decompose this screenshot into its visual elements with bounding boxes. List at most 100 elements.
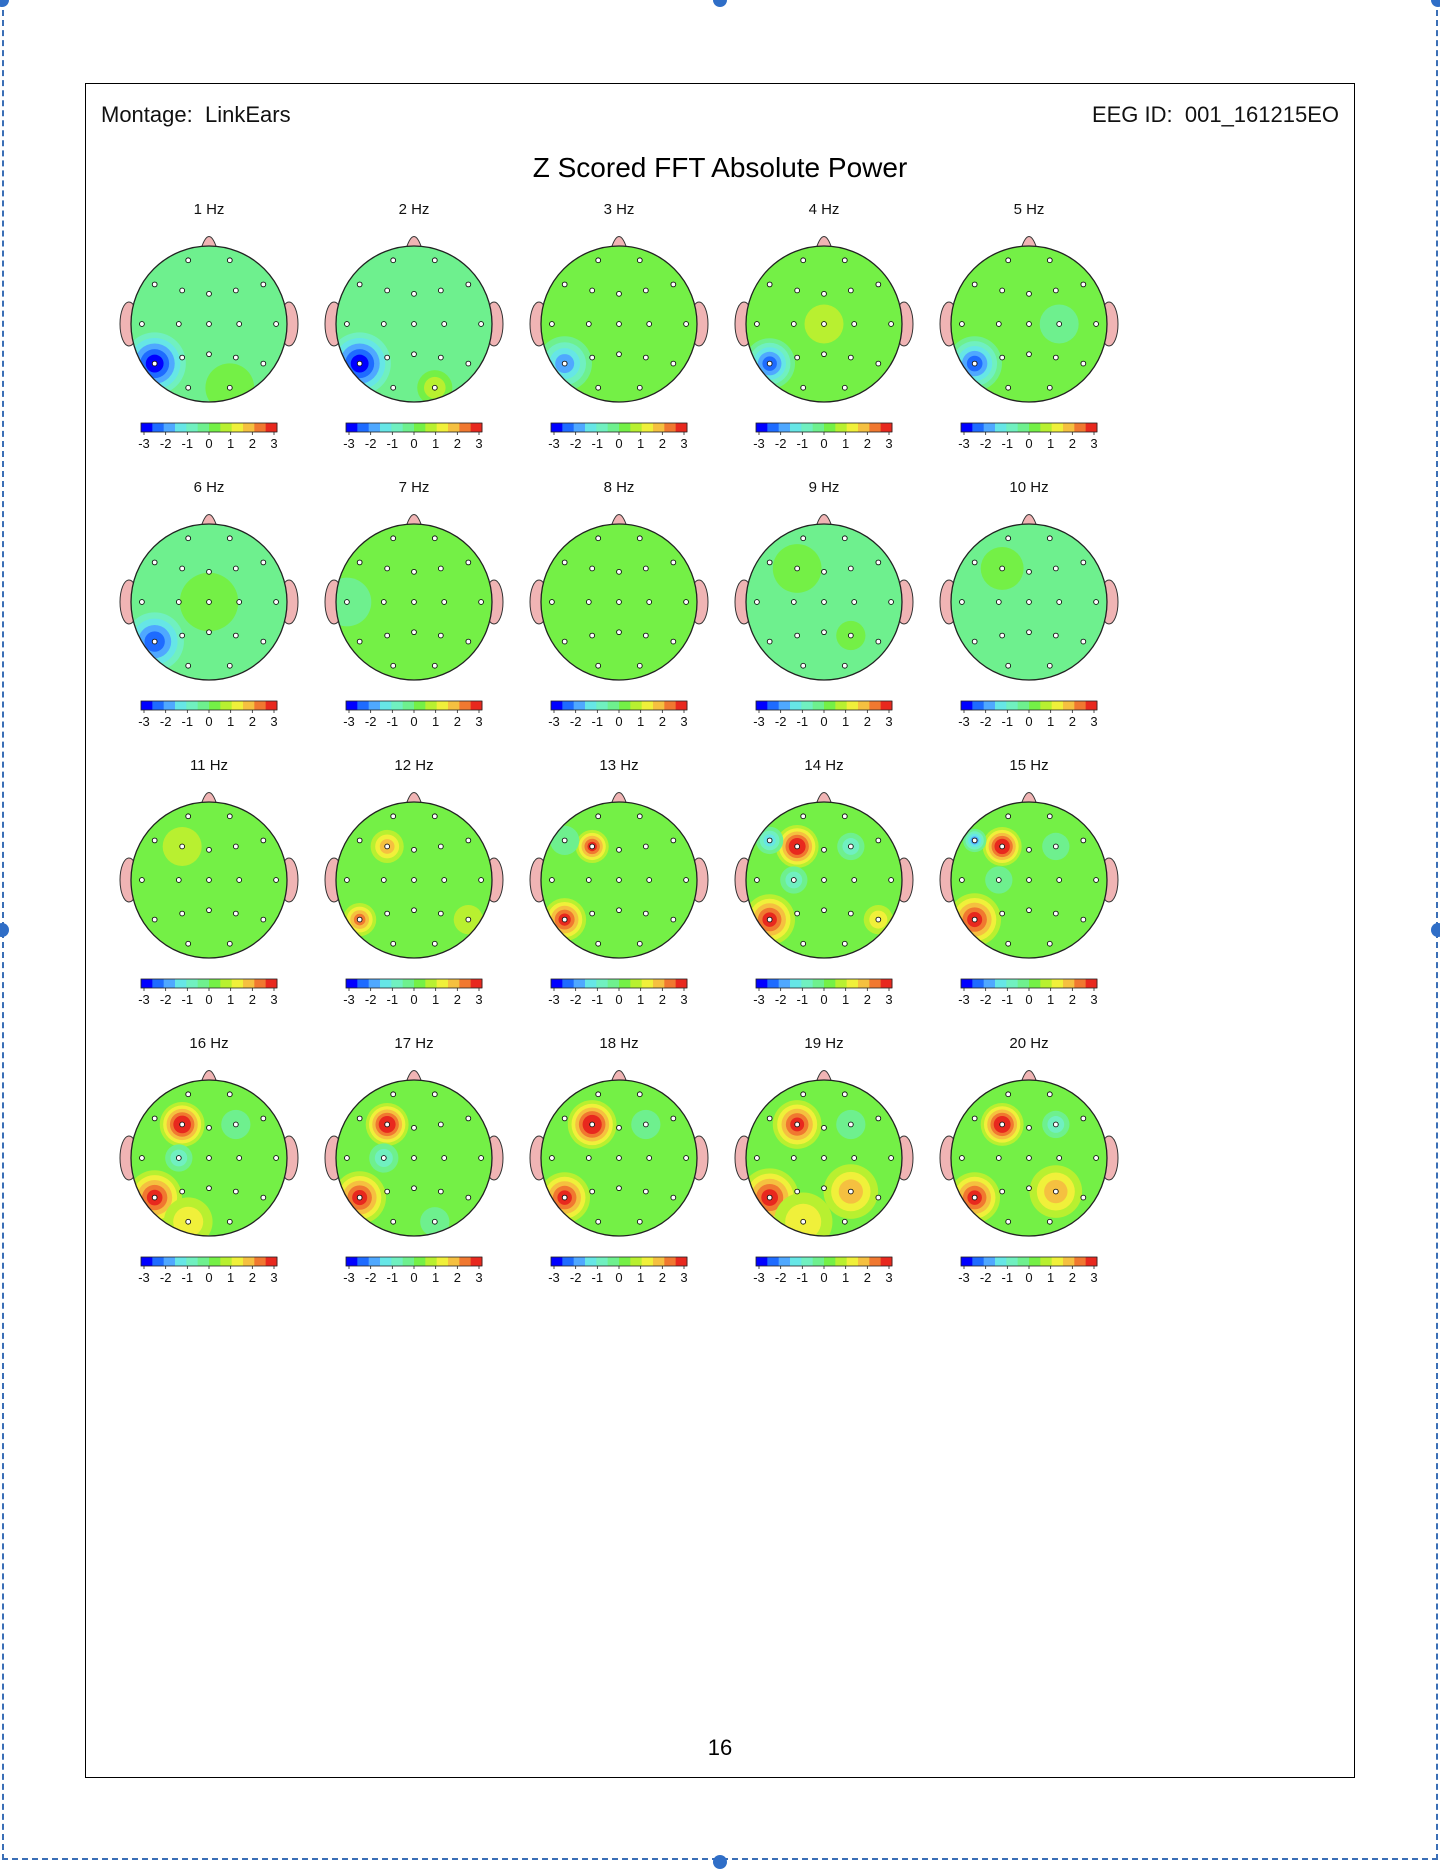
electrode-dot — [151, 1115, 158, 1122]
colorbar-tick-label: 3 — [475, 714, 482, 729]
colorbar-segment — [983, 1257, 996, 1266]
electrode-dot — [766, 1194, 773, 1201]
colorbar-segment — [619, 423, 631, 432]
colorbar-segment — [585, 423, 597, 432]
colorbar-tick-label: 0 — [615, 1270, 622, 1285]
head-outline — [335, 801, 493, 959]
electrode-dot — [179, 354, 186, 361]
electrode-dot — [670, 360, 677, 367]
electrode-dot — [616, 290, 622, 297]
electrode-dot — [411, 351, 417, 358]
electrode-dot — [821, 629, 827, 636]
colorbar-tick-label: 2 — [454, 1270, 461, 1285]
electrode-dot — [206, 846, 212, 853]
electrode-dot — [821, 321, 827, 327]
electrode-dot — [595, 1218, 602, 1225]
colorbar-segment — [1006, 979, 1019, 988]
electrode-dot — [185, 257, 192, 264]
colorbar-tick-label: 0 — [615, 436, 622, 451]
colorbar-tick-label: -2 — [570, 714, 582, 729]
electrode-dot — [465, 559, 472, 566]
colorbar-tick-label: -3 — [958, 992, 970, 1007]
electrode-dot — [616, 599, 622, 605]
electrode-dot — [232, 632, 239, 639]
electrode-dot — [226, 940, 233, 947]
colorbar-tick-label: 1 — [842, 992, 849, 1007]
electrode-dot — [175, 1155, 182, 1161]
head-outline — [335, 523, 493, 681]
colorbar-segment — [983, 701, 996, 710]
colorbar-segment — [357, 1257, 370, 1266]
electrode-dot — [1005, 940, 1012, 947]
colorbar-segment — [995, 423, 1007, 432]
electrode-dot — [390, 1218, 397, 1225]
electrode-dot — [384, 1121, 391, 1128]
colorbar-segment — [346, 423, 358, 432]
colorbar-segment — [596, 423, 609, 432]
electrode-dot — [589, 354, 596, 361]
colorbar-tick-label: -2 — [160, 714, 172, 729]
colorbar-segment — [1006, 701, 1019, 710]
electrode-dot — [794, 632, 801, 639]
resize-handle-right[interactable] — [1431, 923, 1440, 937]
resize-handle-top-right[interactable] — [1431, 0, 1440, 7]
colorbar-tick-label: 0 — [820, 436, 827, 451]
colorbar-segment — [596, 1257, 609, 1266]
topomap: 18 Hz -3 -2 -1 0 1 2 3 — [529, 1035, 709, 1285]
topomap: 20 Hz -3 -2 -1 0 1 2 3 — [939, 1035, 1119, 1285]
colorbar-segment — [414, 1257, 426, 1266]
electrode-dot — [260, 837, 267, 844]
resize-handle-top-left[interactable] — [0, 0, 9, 7]
colorbar-segment — [448, 1257, 460, 1266]
electrode-dot — [616, 877, 622, 883]
electrode-dot — [273, 599, 279, 605]
electrode-dot — [683, 321, 689, 327]
colorbar-segment — [1085, 423, 1098, 432]
colorbar-tick-label: 2 — [249, 992, 256, 1007]
electrode-dot — [616, 1124, 622, 1131]
electrode-dot — [971, 916, 978, 923]
colorbar-tick-label: -1 — [592, 436, 604, 451]
colorbar-segment — [231, 979, 244, 988]
colorbar-tick-label: 1 — [227, 1270, 234, 1285]
electrode-dot — [642, 1188, 649, 1195]
electrode-dot — [226, 384, 233, 391]
topomap: 19 Hz -3 -2 -1 0 1 2 3 — [734, 1035, 914, 1285]
colorbar-tick-label: -1 — [1002, 992, 1014, 1007]
electrode-dot — [206, 1124, 212, 1131]
electrode-dot — [959, 877, 965, 883]
electrode-dot — [589, 910, 596, 917]
electrode-dot — [959, 599, 965, 605]
electrode-dot — [841, 813, 848, 820]
electrode-dot — [1005, 535, 1012, 542]
electrode-dot — [670, 916, 677, 923]
colorbar-tick-label: -3 — [138, 714, 150, 729]
colorbar-tick-label: 3 — [885, 992, 892, 1007]
electrode-dot — [356, 360, 363, 367]
electrode-dot — [971, 281, 978, 288]
electrode-dot — [642, 1121, 649, 1128]
electrode-dot — [585, 1155, 592, 1161]
colorbar-segment — [459, 979, 472, 988]
colorbar-segment — [380, 701, 392, 710]
electrode-dot — [636, 384, 643, 391]
electrode-dot — [971, 360, 978, 367]
colorbar-segment — [972, 701, 985, 710]
electrode-dot — [999, 632, 1006, 639]
colorbar-segment — [756, 1257, 768, 1266]
resize-handle-bottom[interactable] — [713, 1855, 727, 1869]
electrode-dot — [179, 910, 186, 917]
colorbar-tick-label: 3 — [270, 714, 277, 729]
electrode-dot — [595, 662, 602, 669]
colorbar-segment — [961, 1257, 973, 1266]
colorbar-segment — [607, 1257, 620, 1266]
colorbar-segment — [425, 701, 438, 710]
electrode-dot — [766, 837, 773, 844]
electrode-dot — [179, 632, 186, 639]
colorbar-segment — [357, 979, 370, 988]
electrode-dot — [273, 877, 279, 883]
resize-handle-left[interactable] — [0, 923, 9, 937]
electrode-dot — [1093, 599, 1099, 605]
resize-handle-top[interactable] — [713, 0, 727, 7]
electrode-dot — [585, 877, 592, 883]
